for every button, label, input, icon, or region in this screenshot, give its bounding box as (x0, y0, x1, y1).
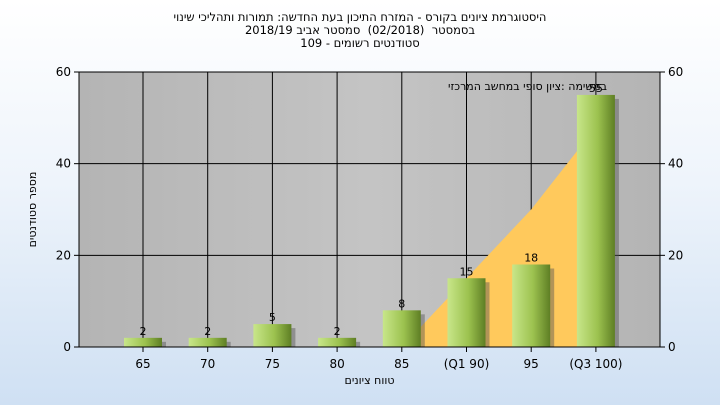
x-tick-label: 85 (394, 357, 409, 371)
y-tick-label: 20 (56, 248, 71, 262)
bar (318, 337, 357, 347)
chart-title-line3: סטודנטים רשומים - 109 (300, 36, 420, 50)
x-tick-label: (Q1 90) (444, 357, 490, 371)
x-axis: 65 70 75 80 85 (Q1 90) 95 (Q3 100) (135, 347, 622, 371)
y-axis-label: מספר סטודנטים (26, 172, 39, 248)
annotation-text: במשימה :ציון סופי במחשב המרכזי (448, 80, 607, 93)
y-axis-right: 0 20 40 60 (660, 65, 683, 354)
y-tick-label-right: 0 (668, 340, 676, 354)
data-label: 8 (398, 297, 405, 310)
gridlines (79, 72, 660, 347)
y-tick-label: 60 (56, 65, 71, 79)
data-label: 5 (269, 311, 276, 324)
plot-border (78, 71, 661, 348)
chart-title-line2: בסמסטר (02/2018) סמסטר אביב 2018/19 (244, 23, 476, 37)
x-tick-label: 95 (524, 357, 539, 371)
x-tick-label: 75 (265, 357, 280, 371)
bar (512, 264, 551, 347)
bar (576, 94, 615, 348)
bar (447, 278, 486, 347)
y-tick-label: 40 (56, 157, 71, 171)
x-tick-label: 65 (135, 357, 150, 371)
data-label: 2 (334, 325, 341, 338)
y-tick-label-right: 40 (668, 157, 683, 171)
data-label: 15 (460, 265, 474, 278)
y-axis-left: 0 20 40 60 (56, 65, 79, 354)
data-labels: 2 2 5 2 8 15 18 55 (140, 82, 603, 338)
data-label: 18 (524, 252, 538, 265)
data-label: 2 (204, 325, 211, 338)
data-label: 55 (589, 82, 603, 95)
x-axis-label: טווח ציונים (345, 374, 395, 387)
chart-title-line1: היסטוגרמת ציונים בקורס - המזרח התיכון בע… (173, 10, 547, 24)
bar (253, 324, 292, 347)
bar (382, 310, 421, 347)
y-tick-label-right: 60 (668, 65, 683, 79)
y-tick-label-right: 20 (668, 248, 683, 262)
bars (124, 94, 619, 348)
bar (124, 337, 162, 347)
data-label: 2 (140, 325, 147, 338)
x-tick-label: 70 (200, 357, 215, 371)
bar (188, 337, 227, 347)
y-tick-label: 0 (63, 340, 71, 354)
x-tick-label: 80 (329, 357, 344, 371)
chart-titles: היסטוגרמת ציונים בקורס - המזרח התיכון בע… (0, 11, 720, 50)
x-tick-label: (Q3 100) (569, 357, 622, 371)
